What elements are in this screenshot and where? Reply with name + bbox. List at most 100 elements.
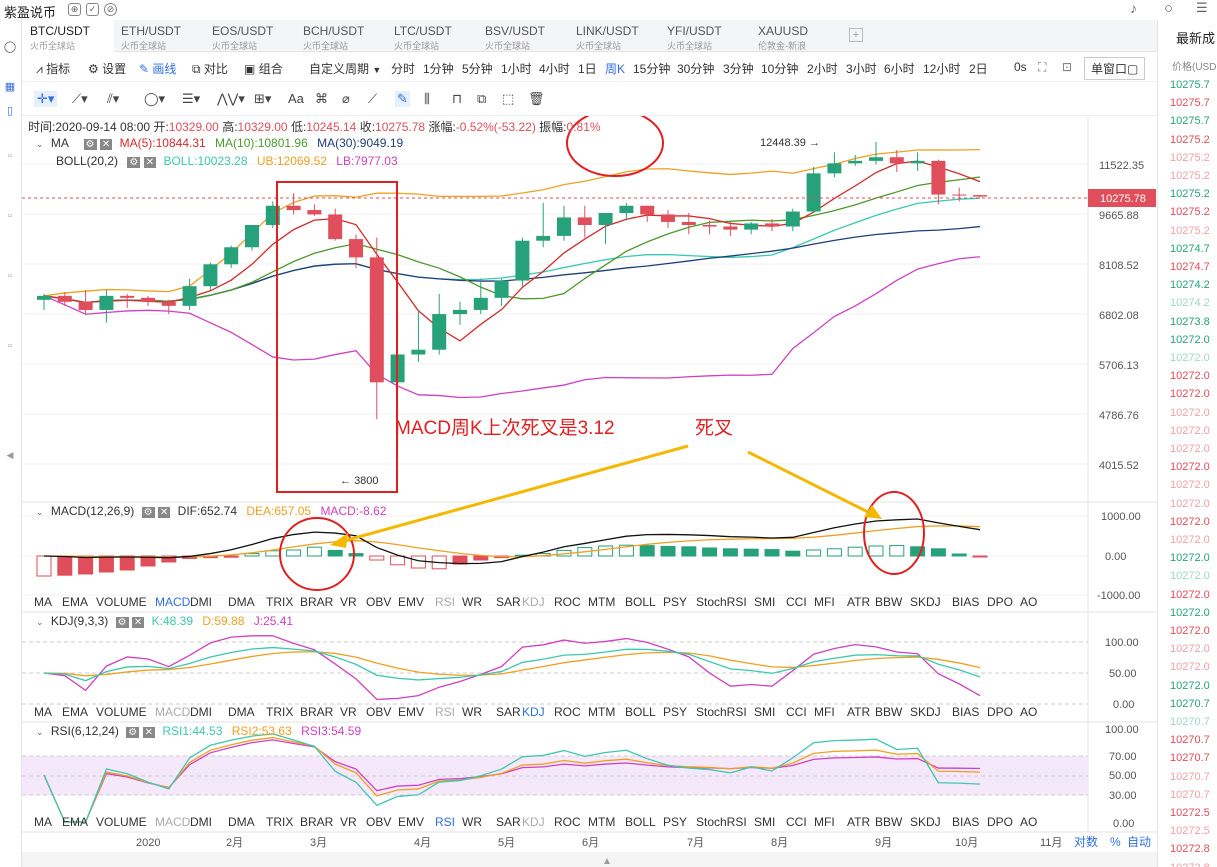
wave-icon[interactable]: ⋀⋁▾ xyxy=(217,91,245,106)
sidebar-icon-settings[interactable]: ▫ xyxy=(8,340,12,352)
indicator-option-smi[interactable]: SMI xyxy=(754,815,776,829)
tab-yfi-usdt[interactable]: YFI/USDT 火币全球站 xyxy=(659,20,751,52)
tab-eos-usdt[interactable]: EOS/USDT 火币全球站 xyxy=(204,20,296,52)
period-button[interactable]: 30分钟 xyxy=(677,62,715,76)
compare-button[interactable]: ⧉ 对比 xyxy=(192,60,228,77)
indicator-option-cci[interactable]: CCI xyxy=(786,815,807,829)
indicator-option-ao[interactable]: AO xyxy=(1020,595,1038,609)
indicator-option-ema[interactable]: EMA xyxy=(62,815,89,829)
indicator-option-rsi[interactable]: RSI xyxy=(435,595,456,609)
ohlc-tool-icon[interactable]: ⫼ xyxy=(424,91,430,106)
indicator-option-obv[interactable]: OBV xyxy=(366,815,392,829)
gear-icon[interactable]: ⚙ xyxy=(126,727,140,738)
indicator-option-wr[interactable]: WR xyxy=(462,815,482,829)
close-icon[interactable]: ✕ xyxy=(157,507,171,518)
eraser-icon[interactable]: ⌀ xyxy=(342,91,350,106)
indicator-option-mtm[interactable]: MTM xyxy=(588,705,616,719)
indicator-option-wr[interactable]: WR xyxy=(462,705,482,719)
pin-icon[interactable]: ⊕ xyxy=(68,3,81,16)
sidebar-icon-layout[interactable]: ▯ xyxy=(6,105,14,117)
indicator-option-sar[interactable]: SAR xyxy=(496,705,521,719)
indicator-option-cci[interactable]: CCI xyxy=(786,595,807,609)
indicator-option-obv[interactable]: OBV xyxy=(366,705,392,719)
trendline-icon[interactable]: ⟋▾ xyxy=(72,91,88,106)
period-button[interactable]: 2小时 xyxy=(807,62,838,76)
indicator-option-volume[interactable]: VOLUME xyxy=(96,705,147,719)
window-mode-dropdown[interactable]: 单窗口▢ xyxy=(1084,57,1146,80)
search-icon[interactable]: ○ xyxy=(1164,0,1174,17)
indicator-option-kdj[interactable]: KDJ xyxy=(522,705,545,719)
period-button[interactable]: 4小时 xyxy=(539,62,570,76)
collapse-arrow-icon[interactable]: ◀ xyxy=(6,450,14,460)
indicator-option-ema[interactable]: EMA xyxy=(62,705,89,719)
period-button[interactable]: 6小时 xyxy=(884,62,915,76)
indicator-option-ao[interactable]: AO xyxy=(1020,705,1038,719)
indicator-option-vr[interactable]: VR xyxy=(340,705,357,719)
settings-button[interactable]: ⚙ 设置 xyxy=(88,60,126,77)
tab-xauusd[interactable]: XAUUSD 伦敦金-新浪 xyxy=(750,20,842,52)
indicator-option-boll[interactable]: BOLL xyxy=(625,595,656,609)
custom-period-dropdown[interactable]: 自定义周期 ▼ xyxy=(309,60,381,77)
copy-icon[interactable]: ⧉ xyxy=(477,91,487,106)
indicator-option-dmi[interactable]: DMI xyxy=(190,815,212,829)
indicator-option-dpo[interactable]: DPO xyxy=(987,595,1014,609)
indicator-option-stochrsi[interactable]: StochRSI xyxy=(696,595,747,609)
menu-icon[interactable]: ☰ xyxy=(1196,0,1208,15)
indicator-option-ema[interactable]: EMA xyxy=(62,595,89,609)
sidebar-icon-chart[interactable]: ▦ xyxy=(4,81,16,93)
close-icon[interactable]: ✕ xyxy=(99,139,113,150)
indicator-option-atr[interactable]: ATR xyxy=(847,815,871,829)
tab-bsv-usdt[interactable]: BSV/USDT 火币全球站 xyxy=(477,20,569,52)
indicator-option-mfi[interactable]: MFI xyxy=(814,705,835,719)
indicator-option-ma[interactable]: MA xyxy=(34,595,52,609)
indicator-option-brar[interactable]: BRAR xyxy=(300,705,334,719)
chevron-down-icon[interactable]: ⌄ xyxy=(36,507,44,517)
indicator-option-mfi[interactable]: MFI xyxy=(814,595,835,609)
period-button[interactable]: 10分钟 xyxy=(761,62,799,76)
grid-tool-icon[interactable]: ⊞▾ xyxy=(254,91,272,106)
magnet-draw-icon[interactable]: ✎ xyxy=(395,91,410,107)
indicator-option-bbw[interactable]: BBW xyxy=(875,815,903,829)
indicator-option-kdj[interactable]: KDJ xyxy=(522,595,545,609)
period-button-selected[interactable]: 周K xyxy=(605,62,626,76)
close-icon[interactable]: ✕ xyxy=(131,617,145,628)
indicator-option-emv[interactable]: EMV xyxy=(398,595,425,609)
indicator-option-rsi[interactable]: RSI xyxy=(435,815,456,829)
period-button[interactable]: 1日 xyxy=(578,62,597,76)
indicator-option-cci[interactable]: CCI xyxy=(786,705,807,719)
block-icon[interactable]: ⊘ xyxy=(104,3,117,16)
gear-icon[interactable]: ⚙ xyxy=(83,139,97,150)
indicator-option-roc[interactable]: ROC xyxy=(554,815,581,829)
indicator-option-sar[interactable]: SAR xyxy=(496,815,521,829)
period-button[interactable]: 分时 xyxy=(391,62,416,76)
gear-icon[interactable]: ⚙ xyxy=(141,507,155,518)
indicator-option-brar[interactable]: BRAR xyxy=(300,595,334,609)
gear-icon[interactable]: ⚙ xyxy=(115,617,129,628)
indicator-option-stochrsi[interactable]: StochRSI xyxy=(696,705,747,719)
period-button[interactable]: 5分钟 xyxy=(462,62,493,76)
sidebar-icon-list[interactable]: ▫ xyxy=(8,150,12,162)
ruler-icon[interactable]: ⟋ xyxy=(368,91,378,106)
indicator-option-ma[interactable]: MA xyxy=(34,815,52,829)
period-button[interactable]: 1小时 xyxy=(501,62,532,76)
indicator-option-skdj[interactable]: SKDJ xyxy=(910,815,941,829)
indicator-option-vr[interactable]: VR xyxy=(340,815,357,829)
indicator-option-smi[interactable]: SMI xyxy=(754,705,776,719)
tab-link-usdt[interactable]: LINK/USDT 火币全球站 xyxy=(568,20,660,52)
brush-icon[interactable]: ⌘ xyxy=(315,91,328,106)
indicator-option-obv[interactable]: OBV xyxy=(366,595,392,609)
indicator-option-emv[interactable]: EMV xyxy=(398,705,425,719)
log-scale-toggle[interactable]: 对数 xyxy=(1074,834,1098,849)
tab-ltc-usdt[interactable]: LTC/USDT 火币全球站 xyxy=(386,20,478,52)
indicator-option-dmi[interactable]: DMI xyxy=(190,595,212,609)
indicator-option-psy[interactable]: PSY xyxy=(663,595,688,609)
indicator-option-ma[interactable]: MA xyxy=(34,705,52,719)
fullscreen-icon[interactable]: ⛶ xyxy=(1038,60,1047,74)
indicator-option-roc[interactable]: ROC xyxy=(554,595,581,609)
indicator-option-atr[interactable]: ATR xyxy=(847,595,871,609)
trash-icon[interactable]: 🗑 xyxy=(528,91,545,106)
indicator-option-psy[interactable]: PSY xyxy=(663,705,688,719)
indicator-option-dma[interactable]: DMA xyxy=(228,705,255,719)
indicator-option-volume[interactable]: VOLUME xyxy=(96,595,147,609)
indicator-option-rsi[interactable]: RSI xyxy=(435,705,456,719)
